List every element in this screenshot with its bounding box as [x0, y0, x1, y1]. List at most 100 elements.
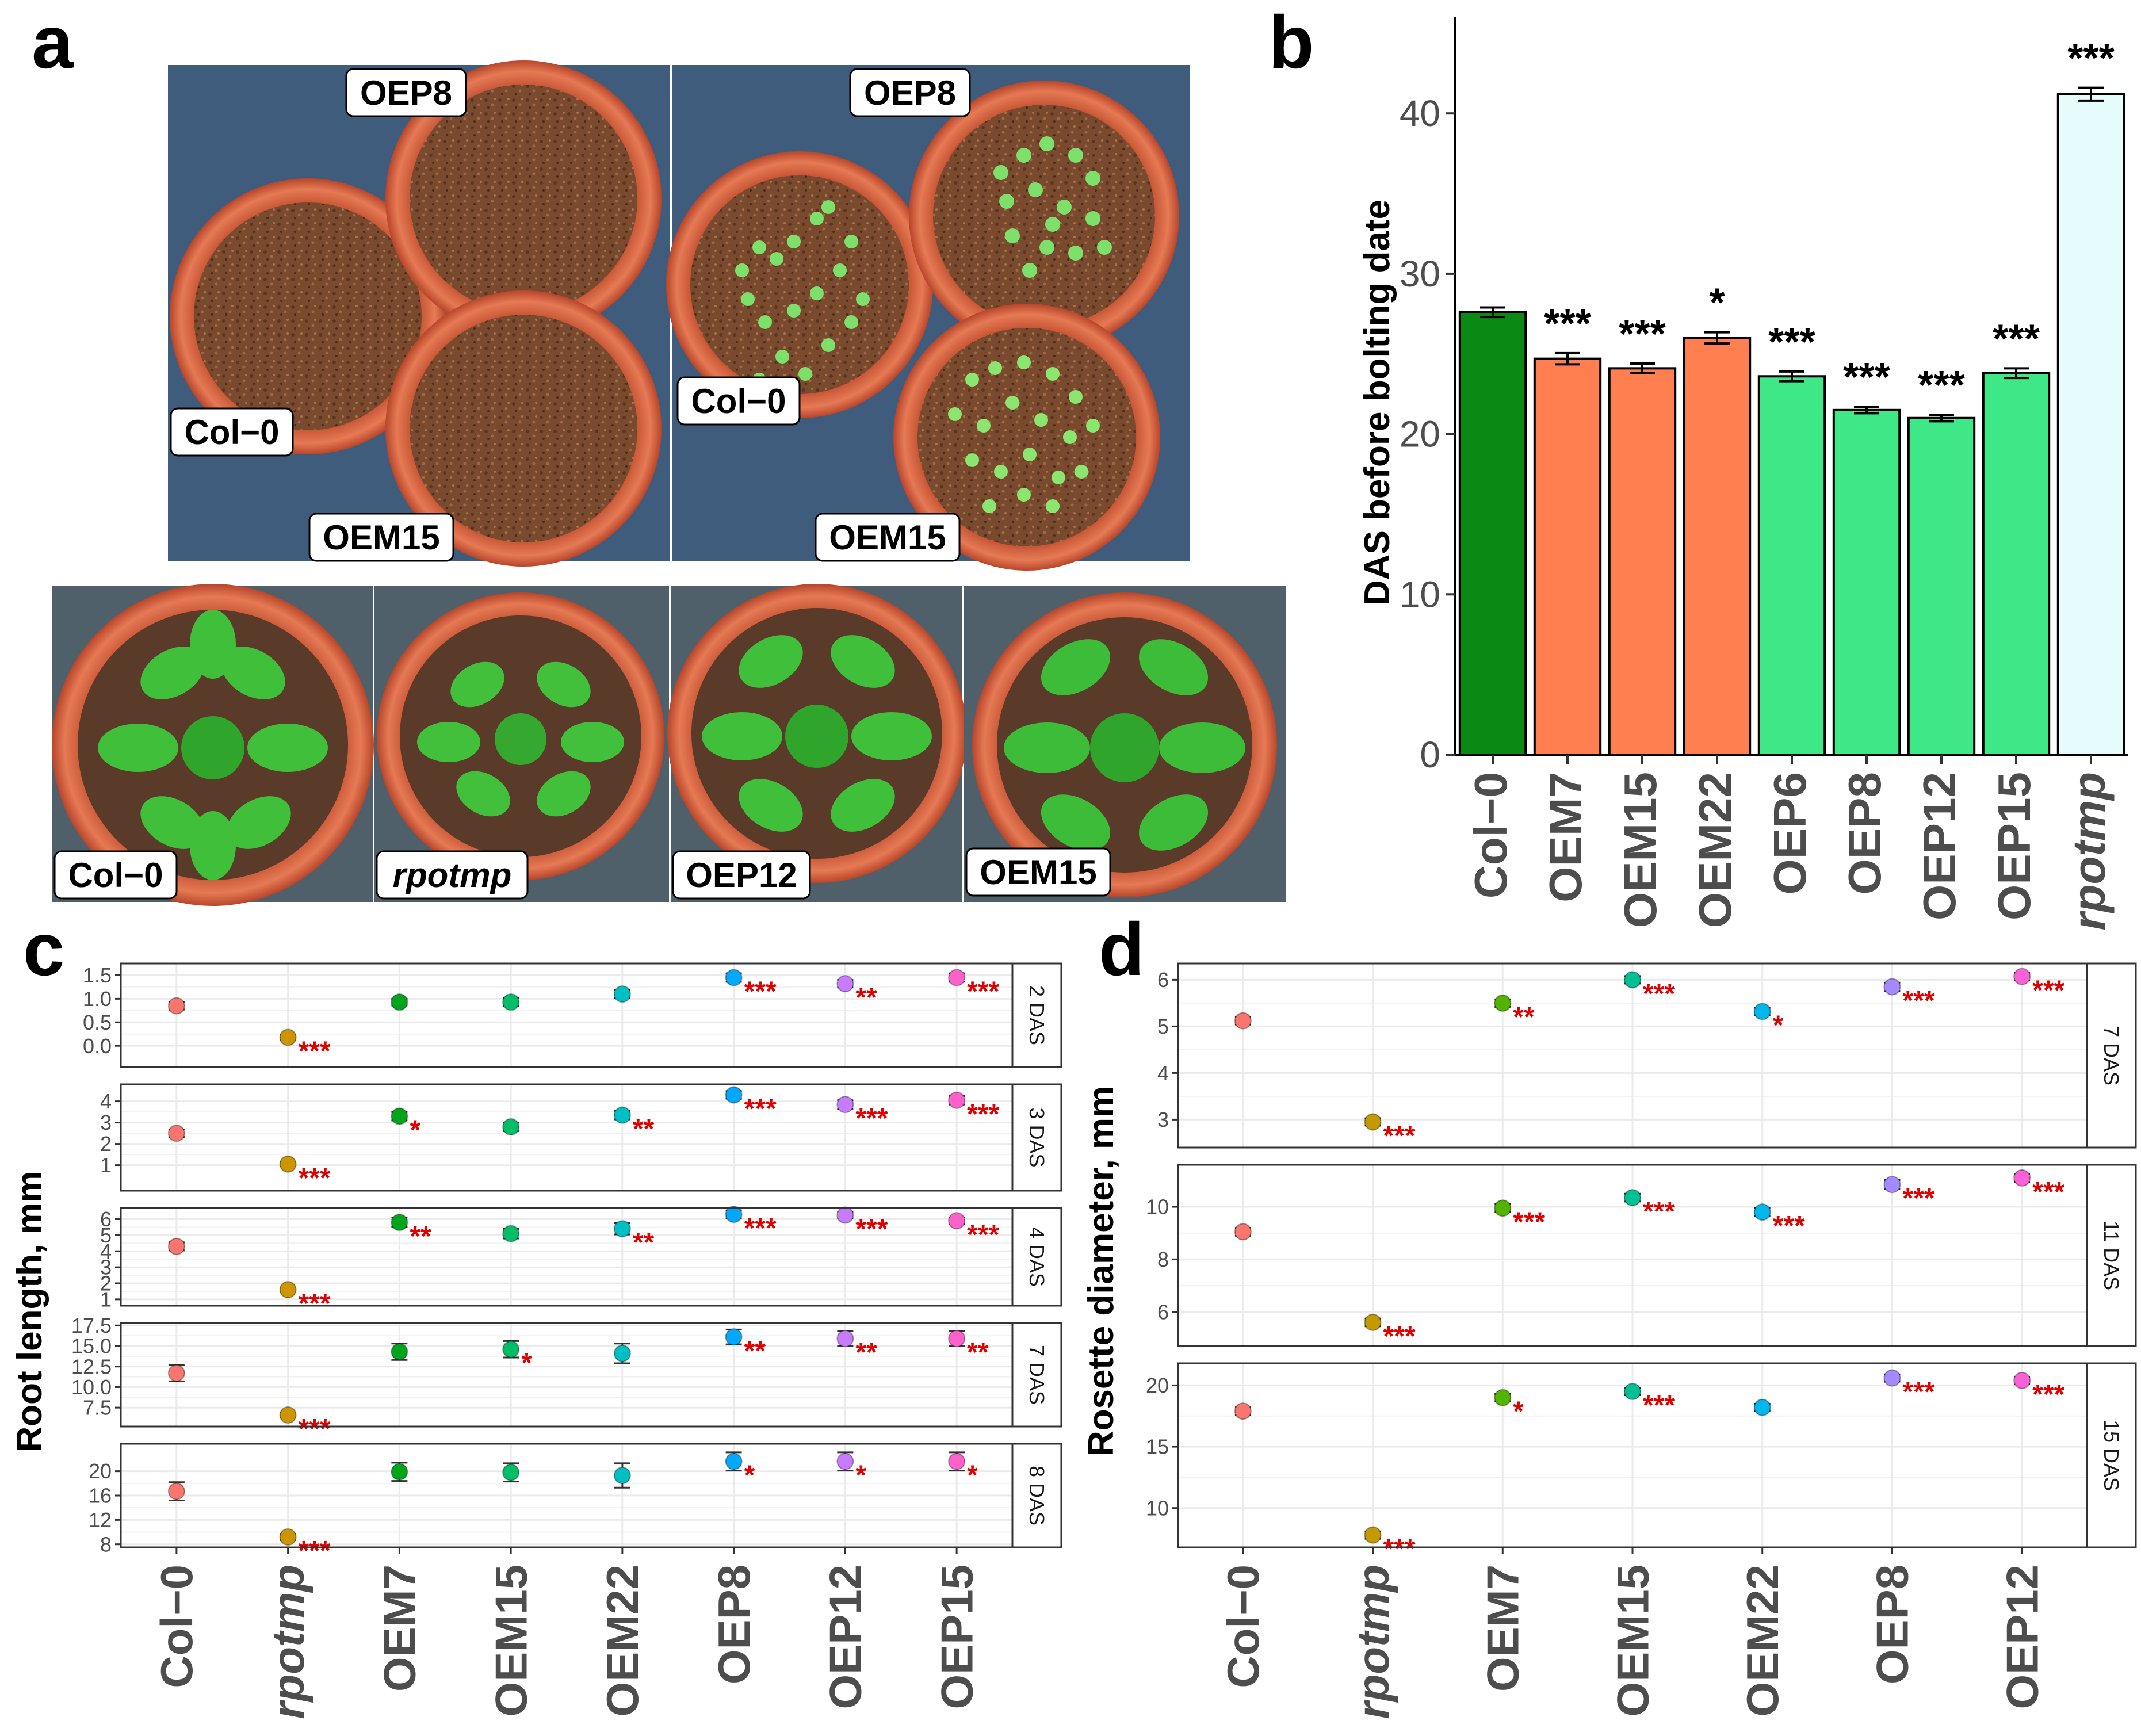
panel-a: a OEP8 Col−0 — [32, 0, 1286, 906]
point-OEM7 — [1494, 1389, 1512, 1406]
point-OEP15 — [948, 1212, 966, 1230]
point-OEM15 — [1624, 971, 1641, 989]
svg-text:Col−0: Col−0 — [691, 382, 786, 420]
significance-label: *** — [1993, 316, 2040, 361]
point-OEM7 — [391, 1107, 408, 1125]
significance-label: *** — [2032, 1379, 2064, 1410]
facet-panel — [121, 963, 1012, 1067]
point-OEM22 — [1753, 1398, 1771, 1416]
svg-text:Col−0: Col−0 — [184, 413, 279, 452]
significance-label: * — [1709, 280, 1725, 325]
y-tick-label: 0 — [1420, 734, 1440, 775]
x-tick-label: rpotmp — [1348, 1565, 1398, 1719]
point-Col−0 — [1234, 1223, 1252, 1241]
point-Col−0 — [167, 1482, 185, 1500]
point-OEP15 — [948, 1330, 966, 1348]
facet-strip-label: 3 DAS — [1025, 1107, 1049, 1167]
photo-label-col0: Col−0 — [170, 407, 294, 457]
point-OEM7 — [391, 1463, 408, 1481]
point-OEM15 — [1624, 1383, 1641, 1401]
significance-label: *** — [1643, 1196, 1675, 1227]
significance-label: *** — [1918, 362, 1965, 407]
y-tick-label: 2 — [100, 1132, 112, 1156]
point-OEP8 — [1883, 1176, 1901, 1194]
x-tick-label: OEP8 — [709, 1565, 759, 1684]
pot — [893, 304, 1160, 571]
x-tick-label: OEM22 — [1689, 772, 1741, 928]
y-tick-label: 17.5 — [71, 1314, 112, 1337]
significance-label: * — [521, 1348, 532, 1379]
point-OEP8 — [725, 1328, 743, 1346]
x-tick-label: rpotmp — [263, 1565, 313, 1719]
significance-label: *** — [744, 1094, 777, 1125]
facet-strip — [1011, 1083, 1062, 1192]
significance-label: *** — [299, 1288, 331, 1319]
y-tick-label: 6 — [100, 1207, 112, 1231]
significance-label: *** — [1843, 354, 1890, 399]
significance-label: *** — [1773, 1211, 1805, 1241]
point-OEM22 — [613, 1220, 631, 1238]
y-tick-label: 16 — [89, 1484, 112, 1508]
significance-label: * — [410, 1115, 420, 1146]
facet-strip — [2086, 1164, 2137, 1347]
significance-label: *** — [1544, 301, 1591, 346]
svg-text:OEM15: OEM15 — [829, 518, 946, 557]
panel-label-a: a — [32, 0, 74, 84]
x-tick-label: OEM7 — [1478, 1565, 1528, 1692]
panel-label-b: b — [1268, 0, 1314, 84]
x-tick-label: OEP8 — [1867, 1565, 1918, 1684]
point-OEM15 — [502, 993, 520, 1011]
point-OEP8 — [725, 1086, 743, 1104]
point-OEM15 — [502, 1118, 520, 1135]
significance-label: *** — [1383, 1321, 1416, 1352]
significance-label: *** — [1383, 1121, 1416, 1151]
significance-label: * — [1773, 1010, 1784, 1041]
significance-label: *** — [1643, 1390, 1675, 1421]
photo-label-oem15: OEM15 — [308, 513, 454, 562]
y-tick-label: 4 — [1157, 1061, 1169, 1085]
facet-strip — [1011, 962, 1062, 1068]
significance-label: * — [1513, 1397, 1524, 1427]
point-OEP8 — [725, 1452, 743, 1470]
significance-label: *** — [1902, 1183, 1934, 1214]
y-tick-label: 0.5 — [83, 1011, 112, 1034]
x-tick-label: OEP12 — [820, 1565, 871, 1709]
point-OEP12 — [2013, 1371, 2031, 1389]
point-OEM22 — [1753, 1203, 1771, 1221]
facet-strip-label: 8 DAS — [1025, 1466, 1049, 1525]
facet-panel — [121, 1323, 1012, 1427]
point-Col−0 — [167, 1364, 185, 1382]
y-tick-label: 1 — [100, 1153, 112, 1177]
point-Col−0 — [1234, 1402, 1252, 1420]
pot — [385, 290, 662, 567]
point-OEP8 — [725, 1206, 743, 1223]
x-tick-label: OEM15 — [485, 1565, 536, 1716]
photo-label-col0: Col−0 — [676, 376, 801, 426]
bar-OEM15 — [1608, 367, 1677, 756]
significance-label: * — [855, 1460, 866, 1491]
facet-strip-label: 4 DAS — [1025, 1227, 1049, 1287]
y-tick-label: 4 — [100, 1089, 112, 1113]
photo-pots-day-late: OEP8 Col−0 OEM15 — [666, 65, 1190, 571]
x-tick-label: OEP15 — [1989, 772, 2040, 920]
significance-label: ** — [410, 1221, 431, 1252]
x-tick-label: OEP15 — [931, 1565, 982, 1709]
facet-strip — [2086, 1362, 2137, 1548]
bar-OEP6 — [1757, 375, 1826, 756]
point-OEM22 — [1753, 1003, 1771, 1020]
point-OEP8 — [1883, 1369, 1901, 1387]
photo-rosette-rpotmp: rpotmp — [374, 586, 669, 902]
significance-label: *** — [1902, 1377, 1934, 1408]
significance-label: *** — [1619, 311, 1666, 356]
y-tick-label: 3 — [1157, 1108, 1169, 1131]
panel-label-d: d — [1099, 907, 1144, 991]
point-OEM7 — [1494, 994, 1512, 1012]
pot — [170, 178, 446, 454]
y-tick-label: 10.0 — [71, 1375, 112, 1399]
chart-b: 0 10 20 30 40 Col−0 *** OEM7 *** OEM15 * OEM22 *** OE… — [1400, 17, 2128, 931]
significance-label: *** — [855, 1103, 888, 1134]
point-OEP15 — [948, 1091, 966, 1109]
